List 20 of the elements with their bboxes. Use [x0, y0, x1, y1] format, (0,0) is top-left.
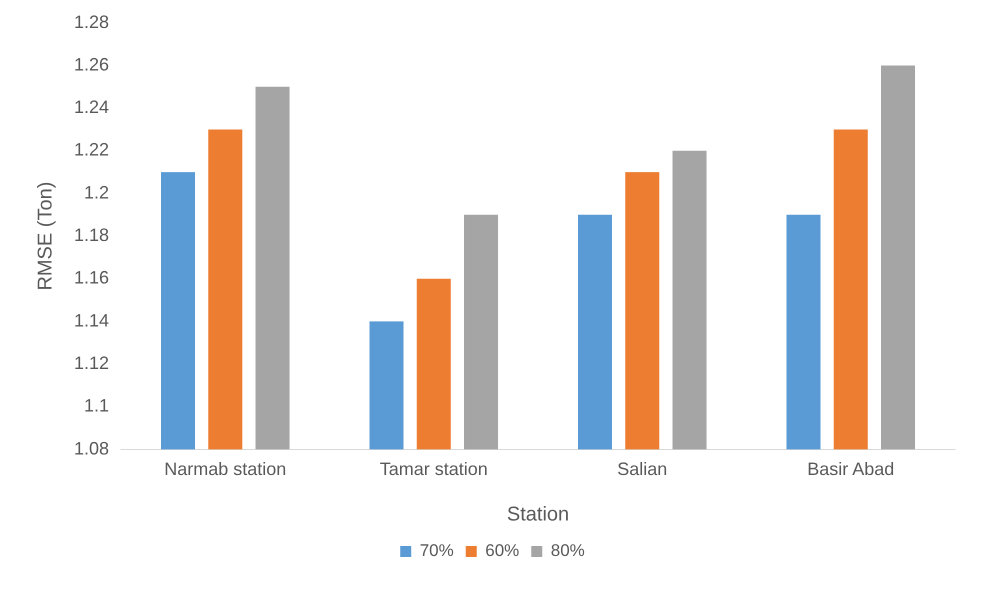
y-tick-label: 1.26 [74, 54, 110, 74]
y-tick-label: 1.14 [74, 310, 110, 330]
y-tick-label: 1.08 [74, 438, 110, 458]
legend-label: 70% [420, 541, 454, 560]
y-tick-label: 1.1 [84, 396, 110, 416]
y-tick-label: 1.24 [74, 97, 110, 118]
y-tick-label: 1.28 [74, 12, 110, 32]
x-tick-label: Salian [617, 459, 668, 480]
y-tick-label: 1.12 [74, 353, 110, 374]
x-tick-label: Narmab station [164, 459, 286, 480]
y-tick-label: 1.16 [74, 268, 110, 288]
y-tick-label: 1.18 [74, 225, 110, 246]
x-axis-title: Station [506, 504, 570, 526]
y-tick-label: 1.2 [84, 182, 110, 202]
legend-label: 60% [485, 541, 520, 560]
legend-label: 80% [550, 541, 585, 560]
y-tick-label: 1.22 [74, 140, 110, 160]
x-tick-label: Tamar station [380, 459, 488, 480]
x-tick-label: Basir Abad [807, 459, 894, 480]
y-axis-title: RMSE (Ton) [34, 182, 57, 291]
